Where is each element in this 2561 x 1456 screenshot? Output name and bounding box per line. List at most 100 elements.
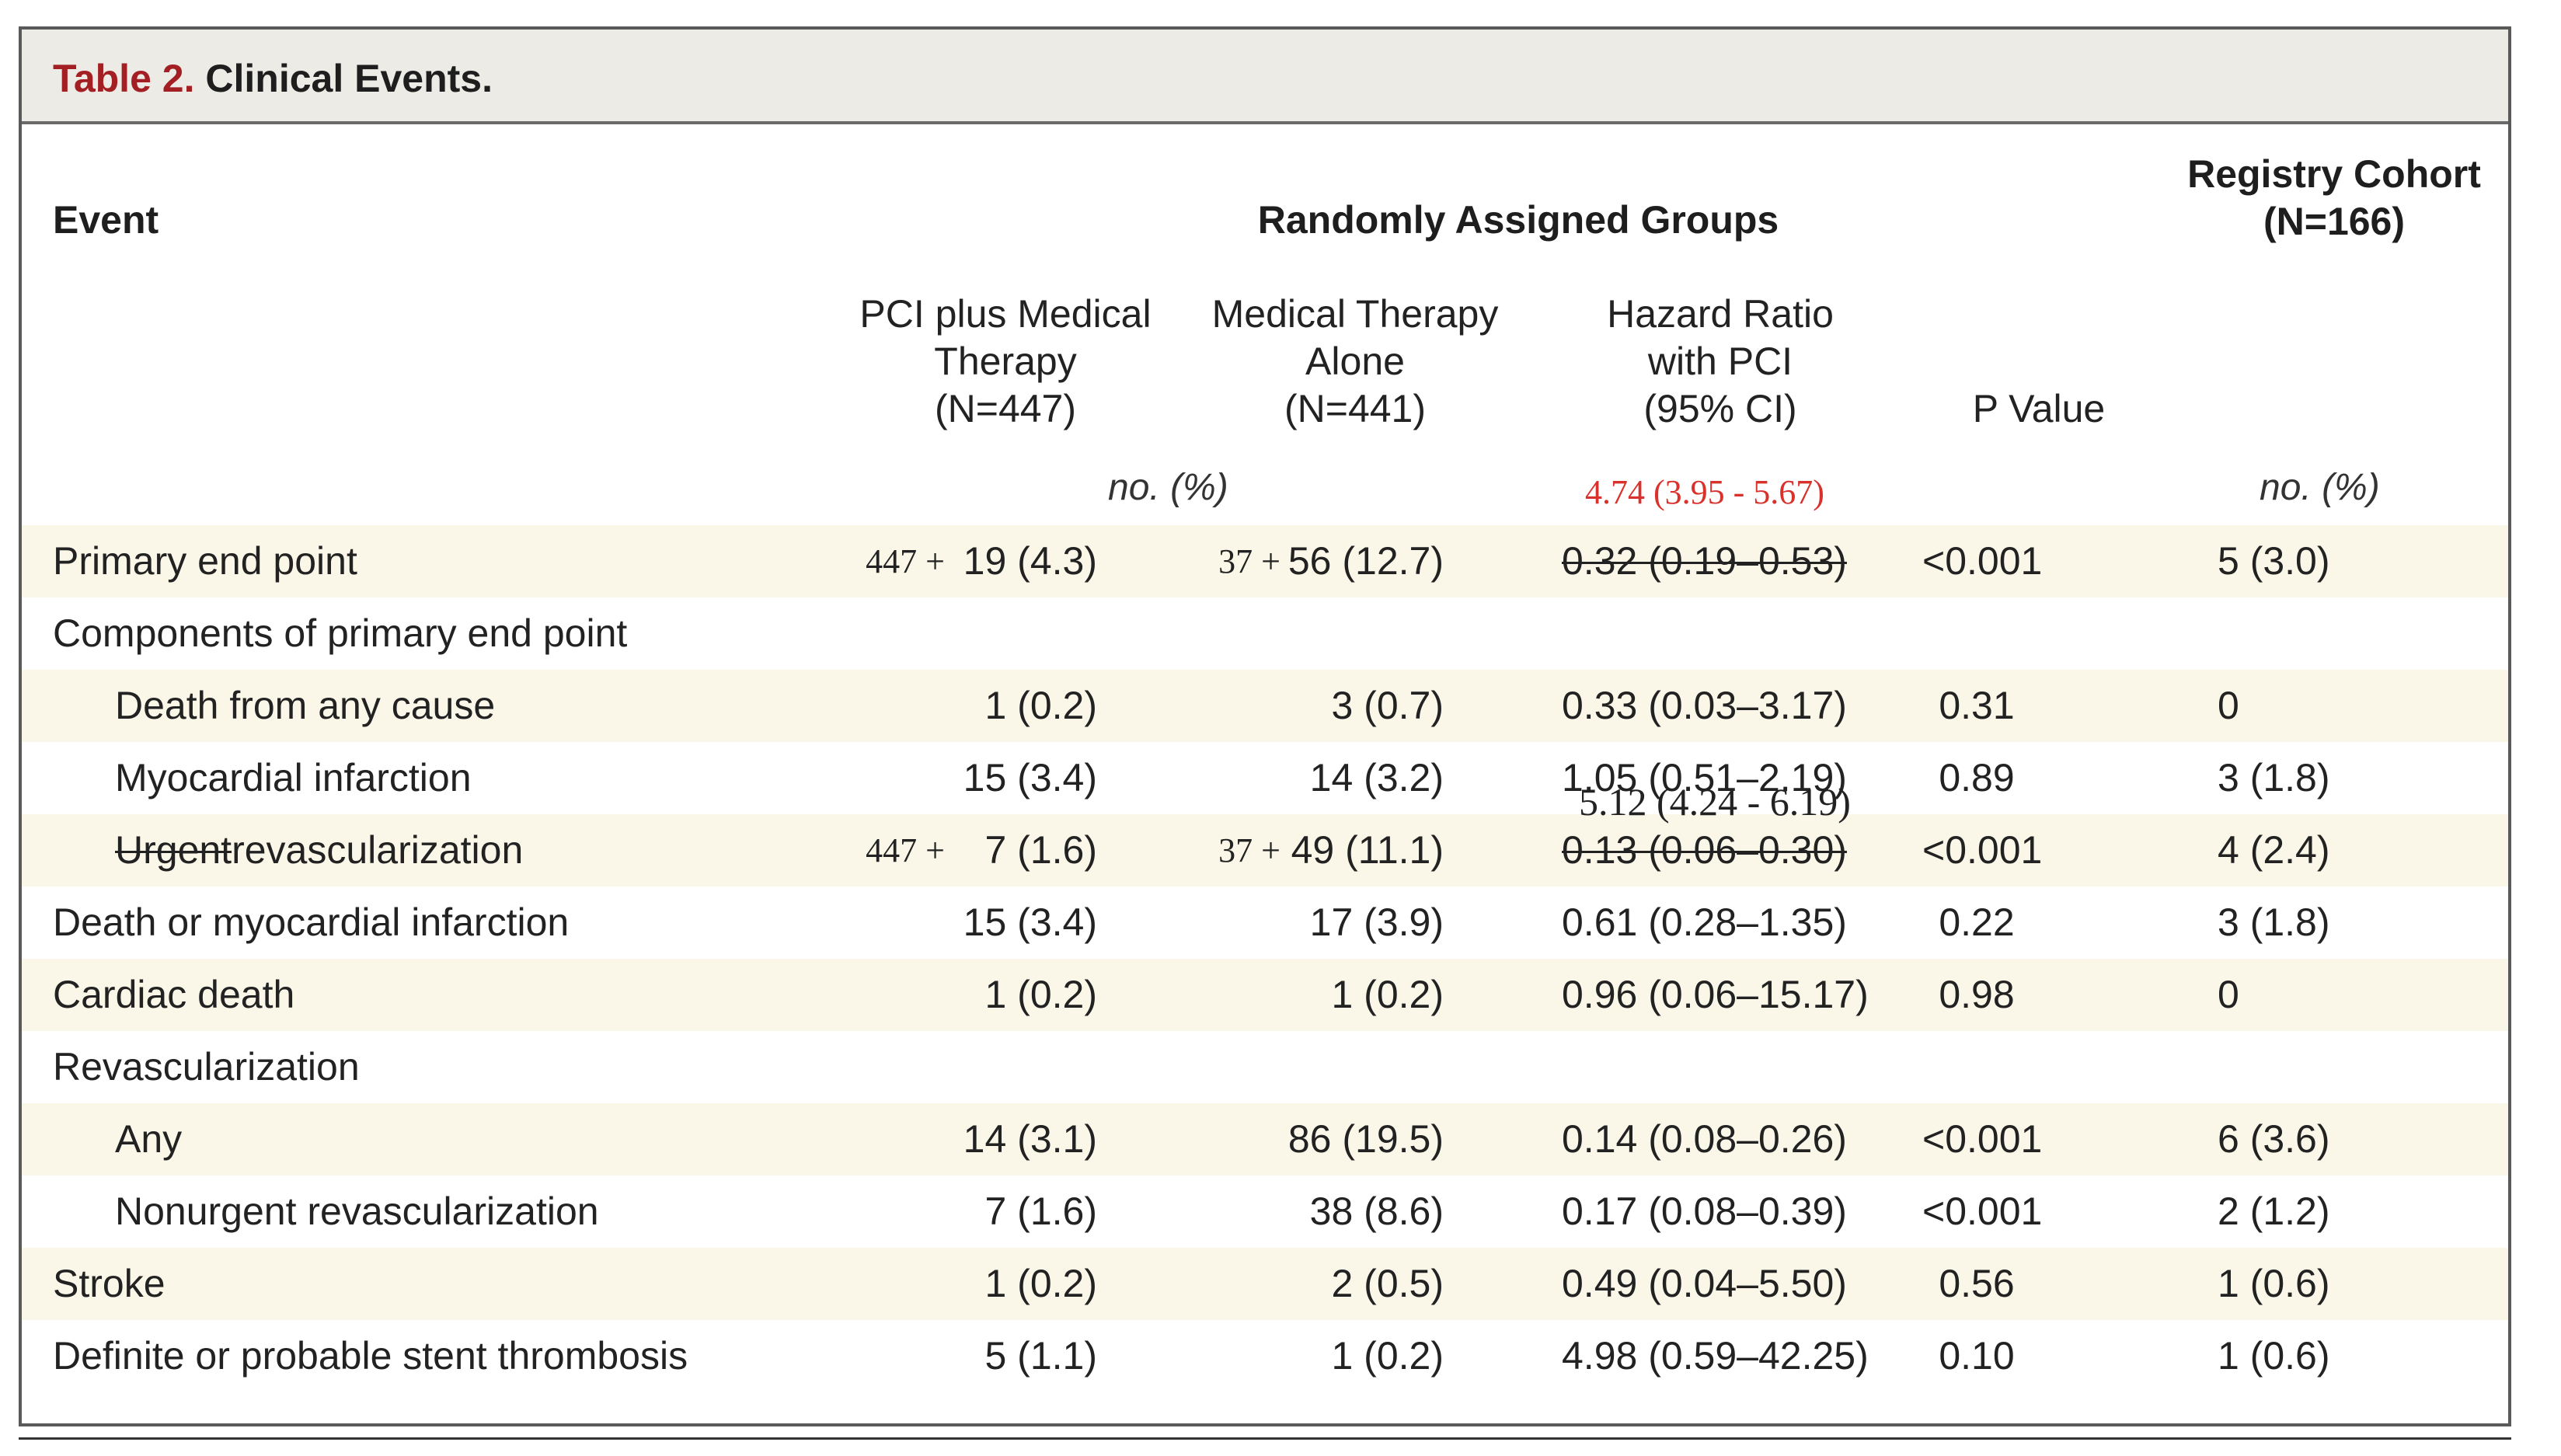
header-registry-n: (N=166) bbox=[2263, 200, 2406, 243]
cell-medical: 56 (12.7) bbox=[1287, 539, 1444, 583]
table-row: Definite or probable stent thrombosis 5 (… bbox=[22, 1320, 2508, 1392]
row-label: Death or myocardial infarction bbox=[53, 900, 570, 944]
row-label: Death from any cause bbox=[115, 684, 496, 727]
cell-medical: 17 (3.9) bbox=[1309, 900, 1444, 944]
cell-hazard-ratio: 0.13 (0.06–0.30) bbox=[1562, 828, 1847, 872]
cell-registry: 6 (3.6) bbox=[2218, 1117, 2330, 1161]
header-medical-alone: Medical Therapy Alone (N=441) bbox=[1200, 291, 1510, 433]
table-title: Table 2. Clinical Events. bbox=[53, 56, 493, 101]
header-med-n: (N=441) bbox=[1284, 387, 1427, 430]
cell-pci: 14 (3.1) bbox=[963, 1117, 1097, 1161]
cell-medical: 1 (0.2) bbox=[1331, 1334, 1444, 1378]
cell-p-value: 0.98 bbox=[1939, 973, 2015, 1016]
struck-word: Urgent bbox=[115, 828, 232, 872]
table-row: Myocardial infarction 15 (3.4) 14 (3.2) 1.0… bbox=[22, 742, 2508, 814]
handwritten-hr-note: 5.12 (4.24 - 6.19) bbox=[1579, 780, 1851, 824]
row-label: Definite or probable stent thrombosis bbox=[53, 1334, 688, 1378]
cell-medical: 14 (3.2) bbox=[1309, 756, 1444, 799]
row-label: Myocardial infarction bbox=[115, 756, 472, 799]
header-hr-line1: Hazard Ratio bbox=[1607, 292, 1834, 336]
table-title-bar: Table 2. Clinical Events. bbox=[22, 30, 2508, 124]
bottom-rule bbox=[19, 1437, 2511, 1440]
cell-hazard-ratio: 0.32 (0.19–0.53) bbox=[1562, 539, 1847, 583]
row-label: Revascularization bbox=[53, 1045, 360, 1089]
cell-medical: 3 (0.7) bbox=[1331, 684, 1444, 727]
cell-medical: 49 (11.1) bbox=[1291, 828, 1444, 872]
cell-p-value: 0.10 bbox=[1939, 1334, 2015, 1378]
header-med-line2: Alone bbox=[1305, 340, 1405, 383]
handwritten-hr-note: 4.74 (3.95 - 5.67) bbox=[1585, 473, 1824, 511]
table-caption: Clinical Events. bbox=[205, 57, 493, 100]
handwritten-pci-addend: 447 + bbox=[866, 542, 945, 580]
header-p-value: P Value bbox=[1972, 387, 2106, 430]
table-row: Death from any cause 1 (0.2) 3 (0.7) 0.33 (… bbox=[22, 670, 2508, 742]
row-label: Nonurgent revascularization bbox=[115, 1190, 599, 1233]
table-row: Nonurgent revascularization 7 (1.6) 38 (8.… bbox=[22, 1176, 2508, 1248]
cell-p-value: <0.001 bbox=[1922, 539, 2043, 583]
cell-hazard-ratio: 0.96 (0.06–15.17) bbox=[1562, 973, 1869, 1016]
cell-registry: 5 (3.0) bbox=[2218, 539, 2330, 583]
cell-p-value: <0.001 bbox=[1922, 1190, 2043, 1233]
cell-hazard-ratio: 0.33 (0.03–3.17) bbox=[1562, 684, 1847, 727]
cell-pci: 15 (3.4) bbox=[963, 756, 1097, 799]
row-label: Cardiac death bbox=[53, 973, 295, 1016]
cell-registry: 4 (2.4) bbox=[2218, 828, 2330, 872]
cell-p-value: 0.22 bbox=[1939, 900, 2015, 944]
header-event: Event bbox=[53, 198, 159, 242]
cell-pci: 1 (0.2) bbox=[984, 973, 1097, 1016]
handwritten-med-addend: 37 + bbox=[1218, 542, 1280, 580]
header-med-line1: Medical Therapy bbox=[1211, 292, 1499, 336]
table-row: Urgentrevascularization 7 (1.6) 49 (11.1) 0… bbox=[22, 782, 2508, 886]
handwritten-pci-addend: 447 + bbox=[866, 831, 945, 869]
table-row: Primary end point 19 (4.3) 56 (12.7) 0.32 (… bbox=[22, 525, 2508, 597]
cell-registry: 1 (0.6) bbox=[2218, 1334, 2330, 1378]
header-hr-line2: with PCI bbox=[1647, 340, 1793, 383]
cell-pci: 19 (4.3) bbox=[963, 539, 1097, 583]
cell-hazard-ratio: 4.98 (0.59–42.25) bbox=[1562, 1334, 1869, 1378]
cell-pci: 1 (0.2) bbox=[984, 684, 1097, 727]
cell-registry: 3 (1.8) bbox=[2218, 756, 2330, 799]
row-label: Any bbox=[115, 1117, 183, 1161]
cell-hazard-ratio: 0.61 (0.28–1.35) bbox=[1562, 900, 1847, 944]
row-label: Stroke bbox=[53, 1262, 166, 1305]
header-hr-ci: (95% CI) bbox=[1643, 387, 1797, 430]
cell-registry: 0 bbox=[2218, 973, 2239, 1016]
cell-registry: 2 (1.2) bbox=[2218, 1190, 2330, 1233]
cell-p-value: 0.31 bbox=[1939, 684, 2015, 727]
cell-medical: 86 (19.5) bbox=[1287, 1117, 1444, 1161]
clinical-events-table: Table 2. Clinical Events. Event Randomly… bbox=[19, 26, 2511, 1426]
table-row: Any 14 (3.1) 86 (19.5) 0.14 (0.08–0.26) <0.0… bbox=[22, 1103, 2508, 1176]
header-pci-line1: PCI plus Medical bbox=[859, 292, 1152, 336]
cell-p-value: 0.89 bbox=[1939, 756, 2015, 799]
cell-registry: 1 (0.6) bbox=[2218, 1262, 2330, 1305]
cell-p-value: 0.56 bbox=[1939, 1262, 2015, 1305]
row-label-text: revascularization bbox=[232, 828, 524, 872]
cell-pci: 7 (1.6) bbox=[984, 828, 1097, 872]
cell-pci: 1 (0.2) bbox=[984, 1262, 1097, 1305]
table-row: Stroke 1 (0.2) 2 (0.5) 0.49 (0.04–5.50) 0.56… bbox=[22, 1248, 2508, 1320]
row-label: Primary end point bbox=[53, 539, 357, 583]
header-pci-line2: Therapy bbox=[934, 340, 1077, 383]
cell-p-value: <0.001 bbox=[1922, 1117, 2043, 1161]
cell-pci: 15 (3.4) bbox=[963, 900, 1097, 944]
row-label: Urgentrevascularization bbox=[115, 814, 523, 886]
header-pci-n: (N=447) bbox=[934, 387, 1077, 430]
table-row: Death or myocardial infarction 15 (3.4) 17… bbox=[22, 886, 2508, 959]
cell-medical: 38 (8.6) bbox=[1309, 1190, 1444, 1233]
cell-registry: 3 (1.8) bbox=[2218, 900, 2330, 944]
cell-hazard-ratio: 0.17 (0.08–0.39) bbox=[1562, 1190, 1847, 1233]
cell-hazard-ratio: 0.14 (0.08–0.26) bbox=[1562, 1117, 1847, 1161]
cell-medical: 2 (0.5) bbox=[1331, 1262, 1444, 1305]
handwritten-med-addend: 37 + bbox=[1218, 831, 1280, 869]
cell-p-value: <0.001 bbox=[1922, 828, 2043, 872]
table-number: Table 2. bbox=[53, 57, 195, 100]
header-hazard-ratio: Hazard Ratio with PCI (95% CI) bbox=[1573, 291, 1868, 433]
unit-registry: no. (%) bbox=[2260, 467, 2380, 508]
cell-hazard-ratio: 0.49 (0.04–5.50) bbox=[1562, 1262, 1847, 1305]
row-label: Components of primary end point bbox=[53, 611, 628, 655]
cell-registry: 0 bbox=[2218, 684, 2239, 727]
unit-randomized: no. (%) bbox=[1108, 467, 1228, 508]
table-row: Components of primary end point bbox=[22, 597, 2508, 670]
cell-hazard-ratio: 1.05 (0.51–2.19) bbox=[1562, 756, 1847, 799]
header-randomly-assigned: Randomly Assigned Groups bbox=[1257, 198, 1779, 242]
